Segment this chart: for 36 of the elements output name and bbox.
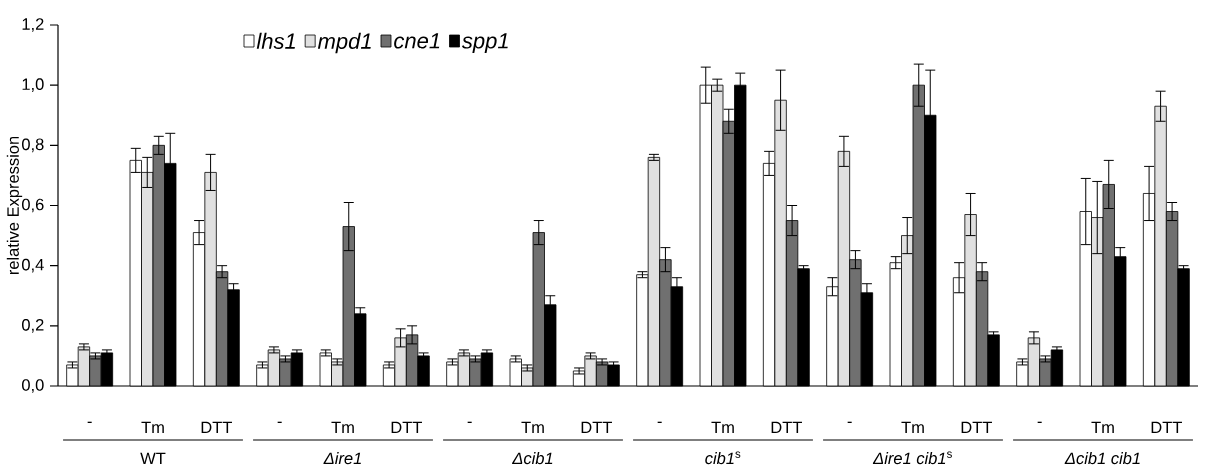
x-tick-label: - <box>657 421 662 423</box>
x-tick-label: Tm <box>711 421 734 434</box>
y-tick-label: 0,2 <box>22 319 44 333</box>
x-tick-label: DTT <box>1151 421 1182 434</box>
y-tick-label: 0,6 <box>22 198 44 213</box>
x-tick-label: Tm <box>901 421 924 434</box>
y-tick-label: 1,0 <box>22 78 44 92</box>
x-tick-label: Tm <box>1091 421 1114 434</box>
x-tick-label: Tm <box>141 421 164 434</box>
x-tick-label: - <box>467 421 472 423</box>
legend-label: cne1 <box>394 33 440 49</box>
y-tick-label: 0,8 <box>22 138 44 153</box>
x-tick-label: - <box>847 421 852 423</box>
x-tick-label: Tm <box>331 421 354 434</box>
x-tick-label: - <box>87 421 92 423</box>
x-tick-label: DTT <box>391 421 422 434</box>
text: WT <box>140 452 166 464</box>
text: Δcib1 cib1 <box>1064 452 1140 465</box>
y-tick-label: 0,4 <box>22 258 44 273</box>
x-tick-label: - <box>1037 421 1042 423</box>
legend-label: lhs1 <box>256 32 295 49</box>
x-tick-label: DTT <box>961 421 992 434</box>
x-tick-label: DTT <box>581 421 612 434</box>
x-tick-label: DTT <box>201 421 232 434</box>
text: cib1$^{s}$ <box>705 451 741 465</box>
legend-label: spp1 <box>461 33 508 53</box>
legend-label: mpd1 <box>317 32 371 54</box>
x-tick-label: - <box>277 421 282 423</box>
y-tick-label: 1,2 <box>22 18 44 32</box>
text: Δire1 cib1$^{s}$ <box>872 451 952 465</box>
y-tick-label: 0,0 <box>22 379 44 393</box>
x-tick-label: DTT <box>771 421 802 434</box>
y-axis-title: relative Expression <box>6 136 23 275</box>
text: Δire1 <box>323 452 361 465</box>
x-tick-label: Tm <box>521 421 544 434</box>
text: Δcib1 <box>512 452 553 465</box>
